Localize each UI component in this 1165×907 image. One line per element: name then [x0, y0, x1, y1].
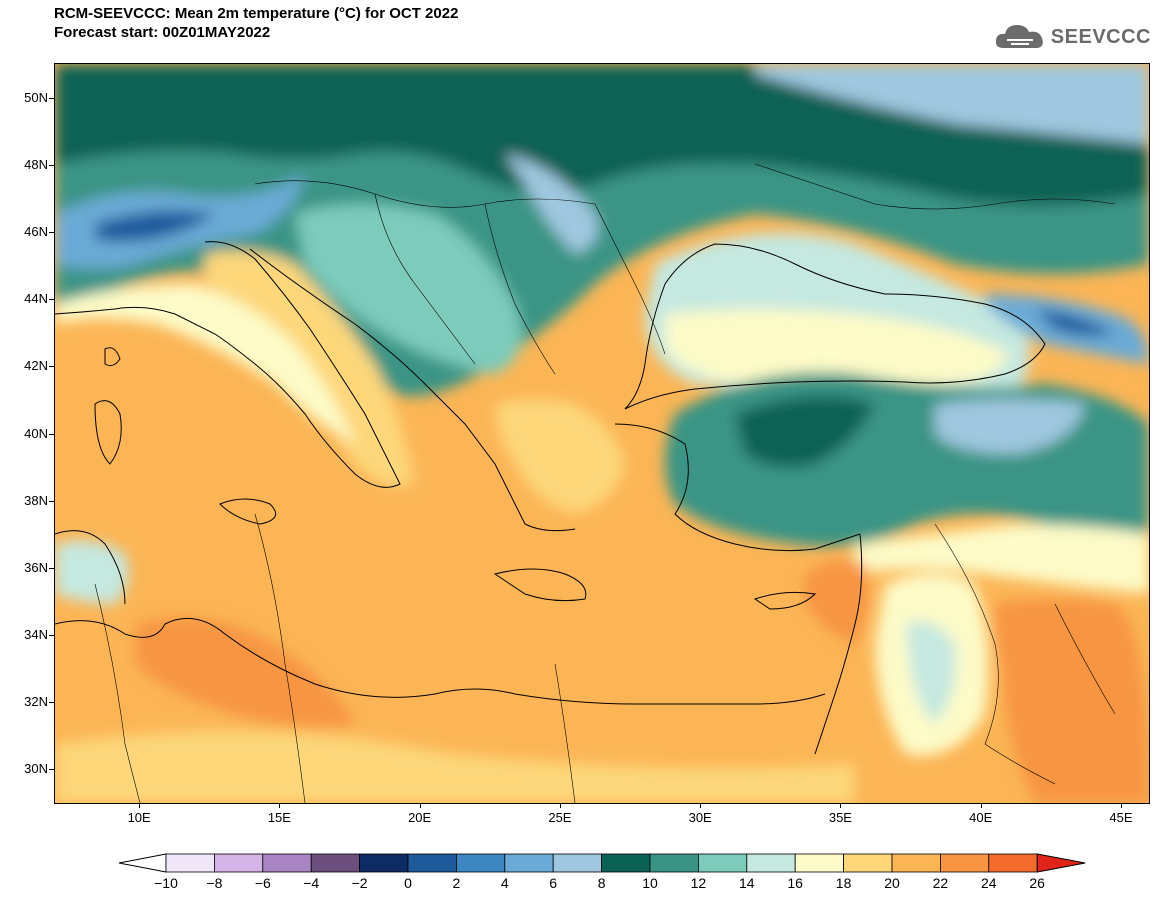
colorbar-cell — [214, 853, 264, 873]
lon-label: 25E — [548, 810, 572, 825]
lat-tick — [49, 433, 54, 435]
lon-label: 40E — [969, 810, 993, 825]
colorbar-tick-label: 2 — [452, 875, 461, 891]
colorbar-cell — [988, 853, 1038, 873]
colorbar-tick-label: 16 — [787, 875, 803, 891]
colorbar-over-triangle — [1036, 853, 1086, 873]
colorbar-tick-label: 18 — [835, 875, 852, 891]
map-field — [55, 64, 1149, 803]
colorbar-under-triangle — [118, 853, 167, 873]
colorbar-tick-label: 12 — [690, 875, 707, 891]
colorbar-cell — [407, 853, 457, 873]
lat-label: 34N — [24, 627, 48, 643]
colorbar-cell — [649, 853, 699, 873]
lat-label: 50N — [24, 89, 48, 105]
colorbar-cell — [359, 853, 409, 873]
logo-text: SEEVCCC — [1050, 25, 1151, 48]
lat-label: 46N — [24, 223, 48, 239]
lat-tick — [49, 702, 54, 704]
cloud-logo-icon — [995, 25, 1043, 48]
colorbar-tick-label: −4 — [303, 875, 320, 891]
colorbar-cell — [455, 853, 506, 873]
colorbar-cell — [940, 853, 990, 873]
colorbar-cell — [504, 853, 554, 873]
colorbar — [118, 853, 1086, 873]
lat-label: 44N — [24, 291, 48, 307]
colorbar-tick-label: 10 — [642, 875, 658, 891]
borders — [94, 163, 1116, 803]
seevccc-logo: SEEVCCC — [993, 20, 1151, 54]
colorbar-cell — [843, 853, 893, 873]
lat-label: 40N — [24, 425, 48, 441]
colorbar-tick-label: −2 — [351, 875, 368, 891]
lat-tick — [49, 164, 54, 166]
lon-tick — [1120, 803, 1122, 808]
colorbar-cell — [794, 853, 845, 873]
colorbar-tick-label: 24 — [981, 875, 997, 891]
lat-tick — [49, 567, 54, 569]
lon-label: 30E — [688, 810, 712, 825]
colorbar-tick-label: 22 — [932, 875, 949, 891]
coastlines — [55, 241, 1046, 755]
colorbar-tick-label: 4 — [500, 875, 509, 891]
colorbar-cell — [746, 853, 796, 873]
colorbar-tick-label: 14 — [739, 875, 755, 891]
colorbar-tick-label: 20 — [884, 875, 900, 891]
lat-tick — [49, 366, 54, 368]
colorbar-cell — [698, 853, 748, 873]
lon-label: 35E — [828, 810, 852, 825]
lon-tick — [139, 803, 141, 808]
lat-label: 30N — [24, 761, 48, 777]
lon-label: 45E — [1109, 810, 1133, 825]
colorbar-cell — [310, 853, 360, 873]
colorbar-tick-label: −10 — [154, 875, 178, 891]
lat-label: 48N — [24, 156, 48, 172]
lat-label: 38N — [24, 492, 48, 508]
lat-label: 36N — [24, 559, 48, 575]
colorbar-tick-label: 0 — [404, 875, 412, 891]
colorbar-tick-label: −8 — [206, 875, 223, 891]
colorbar-tick-label: 8 — [597, 875, 606, 891]
lat-tick — [49, 635, 54, 637]
lat-tick — [49, 231, 54, 233]
lon-tick — [279, 803, 281, 808]
map-subtitle: Forecast start: 00Z01MAY2022 — [54, 24, 271, 41]
lon-tick — [419, 803, 421, 808]
colorbar-tick-label: 26 — [1029, 875, 1045, 891]
colorbar-cell — [891, 853, 941, 873]
lon-tick — [700, 803, 702, 808]
lon-label: 20E — [408, 810, 432, 825]
lat-tick — [49, 769, 54, 771]
map-title: RCM-SEEVCCC: Mean 2m temperature (°C) fo… — [54, 5, 459, 22]
colorbar-cell — [601, 853, 651, 873]
colorbar-tick-label: −6 — [254, 875, 271, 891]
lon-tick — [980, 803, 982, 808]
lat-label: 42N — [24, 358, 48, 374]
lat-tick — [49, 97, 54, 99]
colorbar-cell — [262, 853, 312, 873]
colorbar-tick-label: 6 — [549, 875, 558, 891]
lon-label: 10E — [127, 810, 151, 825]
lon-tick — [840, 803, 842, 808]
lat-tick — [49, 500, 54, 502]
colorbar-cell — [552, 853, 603, 873]
lon-tick — [559, 803, 561, 808]
temperature-map — [54, 63, 1150, 804]
lat-tick — [49, 299, 54, 301]
lon-label: 15E — [267, 810, 291, 825]
lat-label: 32N — [24, 694, 48, 710]
colorbar-cell — [165, 853, 215, 873]
title-block: RCM-SEEVCCC: Mean 2m temperature (°C) fo… — [54, 4, 458, 42]
